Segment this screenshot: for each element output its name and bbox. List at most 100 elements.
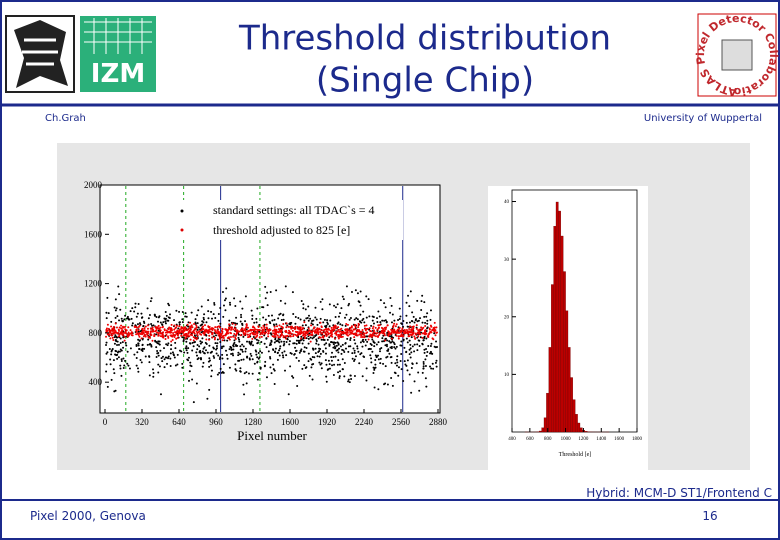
texture-dot: [314, 334, 317, 337]
texture-dot: [199, 342, 202, 345]
texture-dot: [425, 385, 428, 388]
texture-dot: [167, 319, 170, 322]
texture-dot: [207, 317, 210, 320]
texture-dot: [318, 361, 321, 364]
texture-dot: [377, 327, 380, 330]
texture-dot: [344, 324, 347, 327]
texture-dot: [383, 332, 386, 335]
texture-dot: [228, 366, 231, 369]
texture-dot: [325, 332, 328, 335]
texture-dot: [384, 337, 387, 340]
texture-dot: [346, 323, 349, 326]
texture-dot: [244, 347, 247, 350]
texture-dot: [250, 342, 253, 345]
texture-dot: [333, 304, 336, 307]
texture-dot: [425, 354, 428, 357]
texture-dot: [410, 366, 413, 369]
texture-dot: [318, 327, 321, 330]
texture-dot: [146, 307, 149, 310]
texture-dot: [167, 336, 170, 339]
texture-dot: [318, 349, 321, 352]
texture-dot: [225, 349, 228, 352]
texture-dot: [163, 358, 166, 361]
texture-dot: [324, 359, 327, 362]
texture-dot: [303, 335, 306, 338]
texture-dot: [377, 388, 380, 391]
texture-dot: [393, 319, 396, 322]
texture-dot: [156, 320, 159, 323]
texture-bar: [575, 414, 578, 433]
texture-dot: [371, 333, 374, 336]
texture-dot: [353, 332, 356, 335]
texture-dot: [337, 328, 340, 331]
texture-dot: [155, 333, 158, 336]
texture-dot: [244, 295, 247, 298]
texture-dot: [336, 322, 339, 325]
texture-dot: [105, 328, 108, 331]
texture-dot: [435, 326, 438, 329]
texture-dot: [342, 298, 345, 301]
texture-dot: [197, 309, 200, 312]
texture-dot: [372, 329, 375, 332]
texture-dot: [169, 352, 172, 355]
texture-bar: [553, 226, 557, 433]
texture-dot: [254, 328, 257, 331]
texture-dot: [423, 351, 426, 354]
texture-dot: [255, 338, 258, 341]
texture-dot: [275, 289, 278, 292]
texture-dot: [234, 336, 237, 339]
texture-dot: [228, 301, 231, 304]
texture-dot: [223, 299, 226, 302]
texture-dot: [182, 330, 185, 333]
texture-dot: [144, 325, 147, 328]
texture-dot: [131, 307, 134, 310]
texture-dot: [242, 345, 245, 348]
texture-dot: [119, 308, 122, 311]
texture-dot: [315, 338, 318, 341]
texture-dot: [335, 330, 338, 333]
texture-dot: [254, 336, 257, 339]
texture-dot: [106, 323, 109, 326]
texture-dot: [183, 351, 186, 354]
texture-dot: [219, 322, 222, 325]
texture-dot: [307, 330, 310, 333]
texture-dot: [237, 333, 240, 336]
texture-dot: [121, 329, 124, 332]
texture-dot: [326, 319, 329, 322]
texture-dot: [268, 321, 271, 324]
texture-dot: [180, 326, 183, 329]
texture-dot: [253, 329, 256, 332]
texture-dot: [351, 357, 354, 360]
texture-dot: [324, 328, 327, 331]
texture-dot: [398, 326, 401, 329]
texture-dot: [384, 365, 387, 368]
texture-dot: [349, 345, 352, 348]
texture-dot: [190, 311, 193, 314]
texture-dot: [290, 332, 293, 335]
texture-dot: [242, 335, 245, 338]
texture-dot: [131, 334, 134, 337]
texture-dot: [186, 358, 189, 361]
texture-dot: [421, 294, 424, 297]
x-tick-label: 2240: [355, 417, 374, 427]
texture-dot: [296, 384, 299, 387]
texture-dot: [372, 372, 375, 375]
texture-dot: [165, 333, 168, 336]
texture-dot: [303, 364, 306, 367]
texture-dot: [112, 326, 115, 329]
texture-dot: [125, 317, 128, 320]
texture-dot: [161, 326, 164, 329]
texture-dot: [337, 315, 340, 318]
texture-dot: [121, 320, 124, 323]
texture-dot: [314, 352, 317, 355]
texture-dot: [171, 351, 174, 354]
texture-dot: [390, 337, 393, 340]
texture-dot: [368, 327, 371, 330]
texture-dot: [393, 328, 396, 331]
texture-dot: [423, 301, 426, 304]
texture-dot: [184, 347, 187, 350]
texture-dot: [429, 365, 432, 368]
texture-dot: [187, 331, 190, 334]
texture-dot: [347, 350, 350, 353]
